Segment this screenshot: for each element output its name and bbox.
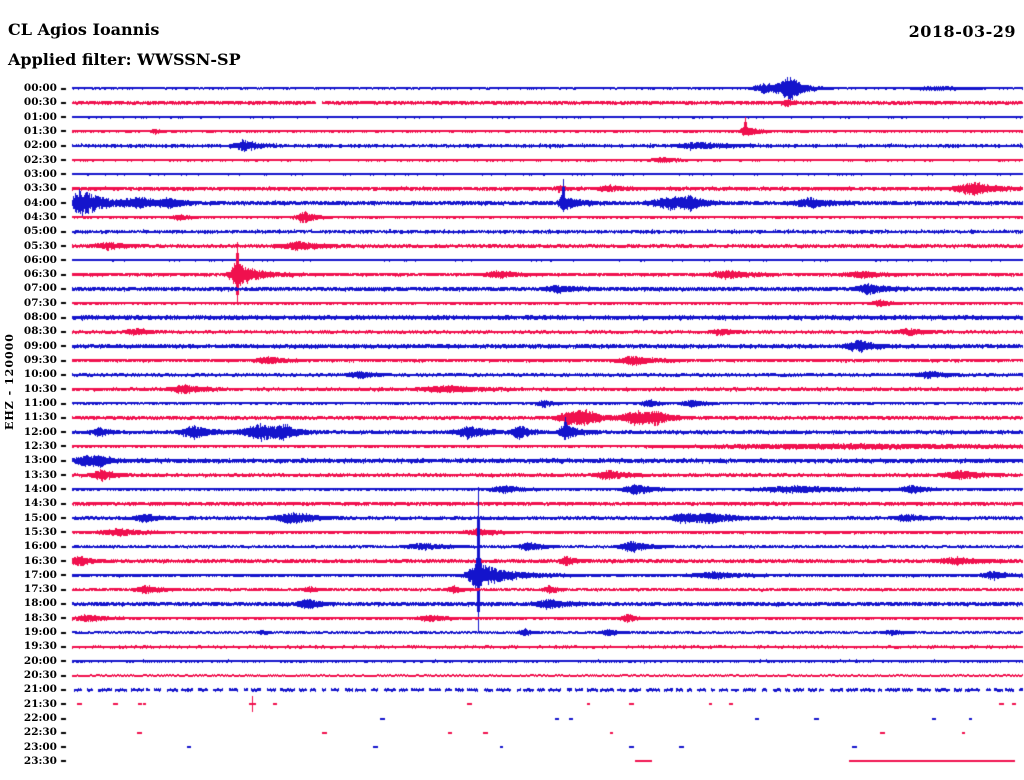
time-label: 18:00	[23, 597, 57, 610]
time-label: 10:00	[23, 368, 57, 381]
time-label: 08:00	[23, 311, 57, 324]
time-label: 19:00	[23, 626, 57, 639]
time-label: 20:00	[23, 654, 57, 667]
time-label: 16:30	[23, 554, 57, 567]
time-label: 19:30	[23, 640, 57, 653]
time-label: 12:30	[23, 439, 57, 452]
time-label: 07:30	[23, 296, 57, 309]
time-label: 05:00	[23, 225, 57, 238]
time-label: 15:30	[23, 525, 57, 538]
time-label: 08:30	[23, 325, 57, 338]
time-label: 10:30	[23, 382, 57, 395]
time-label: 23:00	[23, 740, 57, 753]
time-label: 11:00	[23, 397, 57, 410]
time-label: 00:30	[23, 96, 57, 109]
time-label: 15:00	[23, 511, 57, 524]
time-label: 17:30	[23, 583, 57, 596]
time-label: 09:00	[23, 339, 57, 352]
time-label: 12:00	[23, 425, 57, 438]
time-label: 00:00	[23, 82, 57, 94]
time-label: 01:00	[23, 110, 57, 123]
time-label: 06:30	[23, 268, 57, 281]
time-label: 22:00	[23, 712, 57, 725]
time-label: 09:30	[23, 354, 57, 367]
time-label: 14:00	[23, 482, 57, 495]
time-label: 23:30	[23, 754, 57, 767]
time-label: 14:30	[23, 497, 57, 510]
time-label: 13:00	[23, 454, 57, 467]
time-label: 01:30	[23, 124, 57, 137]
time-label: 13:30	[23, 468, 57, 481]
time-label: 02:30	[23, 153, 57, 166]
time-label: 03:30	[23, 182, 57, 195]
time-label: 21:30	[23, 697, 57, 710]
time-label: 17:00	[23, 568, 57, 581]
time-label: 04:00	[23, 196, 57, 209]
time-label: 06:00	[23, 253, 57, 266]
time-label: 16:00	[23, 540, 57, 553]
time-label: 03:00	[23, 167, 57, 180]
time-label: 21:00	[23, 683, 57, 696]
time-label: 18:30	[23, 611, 57, 624]
time-label: 04:30	[23, 210, 57, 223]
time-label: 07:00	[23, 282, 57, 295]
time-label: 22:30	[23, 726, 57, 739]
time-label: 05:30	[23, 239, 57, 252]
time-label: 20:30	[23, 669, 57, 682]
time-label: 02:00	[23, 139, 57, 152]
time-label: 11:30	[23, 411, 57, 424]
